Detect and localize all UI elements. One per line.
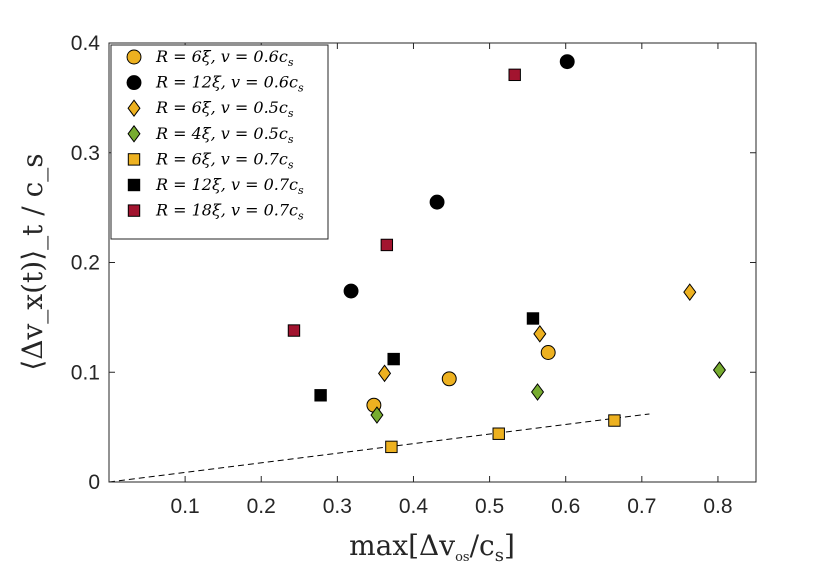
- x-tick-label: 0.3: [323, 495, 352, 518]
- y-tick-label: 0.3: [71, 142, 100, 165]
- legend-label: R = 12ξ, v = 0.7cs: [155, 175, 304, 197]
- x-tick-label: 0.4: [399, 495, 429, 518]
- legend-items: R = 6ξ, v = 0.6cs R = 12ξ, v = 0.6cs R = 6…: [126, 47, 304, 223]
- series-6: [314, 312, 540, 402]
- legend-entry: R = 12ξ, v = 0.7cs: [127, 175, 304, 197]
- data-point: [526, 312, 540, 325]
- legend: R = 6ξ, v = 0.6cs R = 12ξ, v = 0.6cs R = 6…: [110, 44, 329, 240]
- series-3: [378, 283, 697, 383]
- series-7: [287, 68, 521, 337]
- x-tick-label: 0.1: [171, 495, 200, 518]
- y-axis-ticks: 0 0.1 0.2 0.3 0.4: [71, 32, 756, 494]
- x-tick-label: 0.5: [475, 495, 504, 518]
- data-point: [387, 352, 400, 366]
- data-point: [608, 414, 621, 427]
- data-point: [540, 345, 556, 360]
- data-point: [531, 383, 545, 401]
- data-point: [429, 194, 445, 210]
- data-point: [370, 406, 384, 424]
- reference-line-layer: [108, 413, 650, 483]
- legend-marker: [126, 49, 142, 65]
- legend-marker: [126, 75, 142, 91]
- data-point: [378, 364, 392, 383]
- legend-label: R = 18ξ, v = 0.7cs: [155, 201, 304, 223]
- legend-label: R = 6ξ, v = 0.6cs: [155, 47, 294, 69]
- legend-marker: [127, 153, 141, 166]
- data-point: [712, 361, 727, 379]
- legend-entry: R = 6ξ, v = 0.6cs: [126, 47, 294, 69]
- legend-entry: R = 6ξ, v = 0.5cs: [127, 98, 294, 120]
- legend-label: R = 6ξ, v = 0.5cs: [155, 98, 294, 120]
- x-tick-label: 0.8: [703, 495, 732, 518]
- series-2: [343, 54, 575, 299]
- legend-label: R = 12ξ, v = 0.6cs: [155, 73, 304, 95]
- data-point: [508, 68, 521, 82]
- legend-marker: [127, 178, 141, 192]
- x-axis-ticks: 0.1 0.2 0.3 0.4 0.5 0.6 0.7 0.8: [171, 43, 733, 518]
- legend-marker: [127, 124, 141, 143]
- legend-label: R = 6ξ, v = 0.7cs: [155, 149, 294, 171]
- legend-label: R = 4ξ, v = 0.5cs: [155, 124, 294, 146]
- legend-marker: [127, 99, 141, 118]
- legend-entry: R = 6ξ, v = 0.7cs: [127, 149, 294, 171]
- data-point: [314, 389, 327, 402]
- y-tick-label: 0: [88, 471, 100, 494]
- data-points-layer: [287, 54, 727, 454]
- data-point: [385, 440, 398, 454]
- data-point: [380, 238, 394, 252]
- data-point: [559, 54, 575, 70]
- data-point: [533, 324, 547, 343]
- x-tick-label: 0.6: [551, 495, 580, 518]
- y-tick-label: 0.4: [71, 32, 101, 55]
- data-point: [343, 283, 359, 299]
- x-tick-label: 0.2: [247, 495, 276, 518]
- series-5: [385, 414, 621, 454]
- x-axis-title: max[Δvos/cs]: [349, 529, 515, 566]
- legend-box: [110, 44, 329, 240]
- data-point: [441, 371, 457, 387]
- legend-entry: R = 4ξ, v = 0.5cs: [127, 124, 294, 146]
- x-tick-label: 0.7: [627, 495, 656, 518]
- y-tick-label: 0.1: [71, 361, 100, 384]
- legend-entry: R = 12ξ, v = 0.6cs: [126, 73, 304, 95]
- y-axis-title: ⟨Δv_x(t)⟩_t / c_s: [16, 153, 49, 370]
- y-tick-label: 0.2: [71, 252, 100, 275]
- dashed-reference-line: [108, 413, 650, 483]
- legend-entry: R = 18ξ, v = 0.7cs: [127, 201, 304, 223]
- data-point: [287, 324, 301, 337]
- data-point: [683, 283, 697, 301]
- series-4: [370, 361, 727, 424]
- legend-marker: [127, 204, 141, 217]
- data-point: [492, 427, 505, 440]
